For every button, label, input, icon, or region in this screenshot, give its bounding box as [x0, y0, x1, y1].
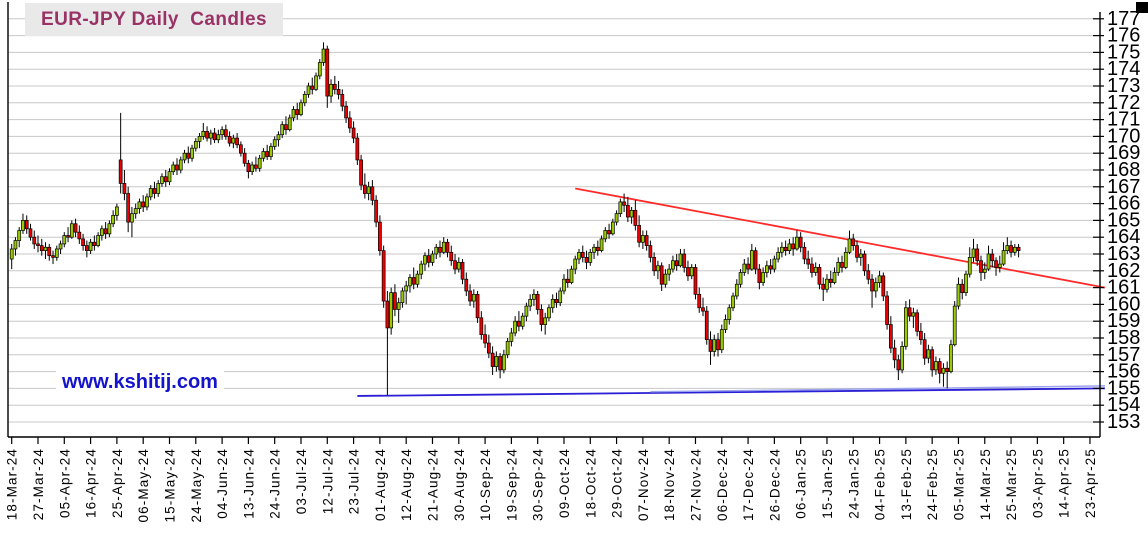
x-tick-label: 29-Oct-24 — [610, 448, 625, 518]
y-tick-label: 172 — [1107, 92, 1140, 114]
y-tick-label: 169 — [1107, 142, 1140, 164]
y-tick-label: 165 — [1107, 209, 1140, 231]
y-tick-label: 170 — [1107, 125, 1140, 147]
x-tick-label: 18-Nov-24 — [662, 448, 677, 521]
y-tick-label: 163 — [1107, 243, 1140, 265]
x-tick-label: 06-Dec-24 — [715, 448, 730, 521]
y-tick-label: 155 — [1107, 377, 1140, 399]
gridlines — [8, 18, 1100, 423]
y-tick-label: 158 — [1107, 327, 1140, 349]
axes — [7, 2, 1101, 438]
x-tick-label: 23-Apr-25 — [1083, 448, 1098, 518]
x-tick-label: 04-Feb-25 — [873, 448, 888, 520]
x-tick-label: 16-Apr-24 — [84, 448, 99, 518]
x-tick-label: 06-Jan-25 — [794, 448, 809, 519]
x-tick-label: 21-Aug-24 — [425, 448, 440, 521]
y-tick-label: 153 — [1107, 411, 1140, 433]
x-tick-label: 17-Dec-24 — [741, 448, 756, 521]
x-tick-label: 05-Mar-25 — [951, 448, 966, 520]
x-tick-label: 13-Feb-25 — [899, 448, 914, 520]
y-tick-label: 171 — [1107, 109, 1140, 131]
corner-mark — [1136, 2, 1148, 13]
x-tick-label: 25-Mar-25 — [1004, 448, 1019, 520]
x-tick-label: 26-Dec-24 — [767, 448, 782, 521]
x-tick-label: 03-Apr-25 — [1030, 448, 1045, 518]
y-tick-label: 164 — [1107, 226, 1140, 248]
x-tick-label: 10-Sep-24 — [478, 448, 493, 521]
chart-title: EUR-JPY Daily Candles — [25, 3, 283, 36]
x-tick-label: 19-Sep-24 — [504, 448, 519, 521]
y-tick-label: 176 — [1107, 25, 1140, 47]
x-tick-label: 12-Aug-24 — [399, 448, 414, 521]
x-tick-label: 04-Jun-24 — [215, 448, 230, 519]
x-tick-label: 14-Mar-25 — [978, 448, 993, 520]
x-tick-label: 24-May-24 — [189, 448, 204, 522]
y-tick-label: 173 — [1107, 75, 1140, 97]
y-tick-label: 174 — [1107, 58, 1140, 80]
y-tick-label: 156 — [1107, 361, 1140, 383]
y-tick-label: 168 — [1107, 159, 1140, 181]
descending-resistance — [575, 187, 1106, 289]
x-tick-label: 06-May-24 — [136, 448, 151, 522]
x-tick-label: 09-Oct-24 — [557, 448, 572, 518]
y-tick-label: 161 — [1107, 277, 1140, 299]
y-tick-label: 167 — [1107, 176, 1140, 198]
y-axis-labels: 1531541551561571581591601611621631641651… — [1093, 8, 1140, 433]
x-tick-label: 12-Jul-24 — [320, 448, 335, 514]
x-tick-label: 24-Feb-25 — [925, 448, 940, 520]
x-tick-label: 01-Aug-24 — [373, 448, 388, 521]
x-tick-label: 18-Oct-24 — [583, 448, 598, 518]
y-tick-label: 157 — [1107, 344, 1140, 366]
x-tick-label: 27-Mar-24 — [31, 448, 46, 520]
x-tick-label: 30-Sep-24 — [531, 448, 546, 521]
x-tick-label: 18-Mar-24 — [5, 448, 20, 520]
x-tick-label: 24-Jun-24 — [268, 448, 283, 519]
x-tick-label: 15-May-24 — [162, 448, 177, 522]
y-tick-label: 177 — [1107, 8, 1140, 30]
y-tick-label: 160 — [1107, 293, 1140, 315]
x-tick-label: 30-Aug-24 — [452, 448, 467, 521]
x-tick-label: 07-Nov-24 — [636, 448, 651, 521]
x-tick-label: 13-Jun-24 — [241, 448, 256, 519]
y-tick-label: 154 — [1107, 394, 1140, 416]
y-tick-label: 159 — [1107, 310, 1140, 332]
x-tick-label: 14-Apr-25 — [1057, 448, 1072, 518]
x-tick-label: 15-Jan-25 — [820, 448, 835, 519]
x-tick-label: 24-Jan-25 — [846, 448, 861, 519]
watermark-link: www.kshitij.com — [56, 370, 224, 395]
candles — [9, 42, 1021, 396]
x-tick-label: 25-Apr-24 — [110, 448, 125, 518]
x-tick-label: 03-Jul-24 — [294, 448, 309, 514]
y-tick-label: 162 — [1107, 260, 1140, 282]
rising-support — [357, 387, 1105, 397]
x-tick-label: 23-Jul-24 — [347, 448, 362, 514]
trendlines — [357, 187, 1106, 397]
x-tick-label: 27-Nov-24 — [688, 448, 703, 521]
x-tick-label: 05-Apr-24 — [57, 448, 72, 518]
y-tick-label: 175 — [1107, 41, 1140, 63]
y-tick-label: 166 — [1107, 193, 1140, 215]
x-axis-labels: 18-Mar-24 27-Mar-24 05-Apr-24 16-Apr-24 25-A… — [5, 437, 1098, 522]
rising-support-minor — [650, 385, 1105, 393]
